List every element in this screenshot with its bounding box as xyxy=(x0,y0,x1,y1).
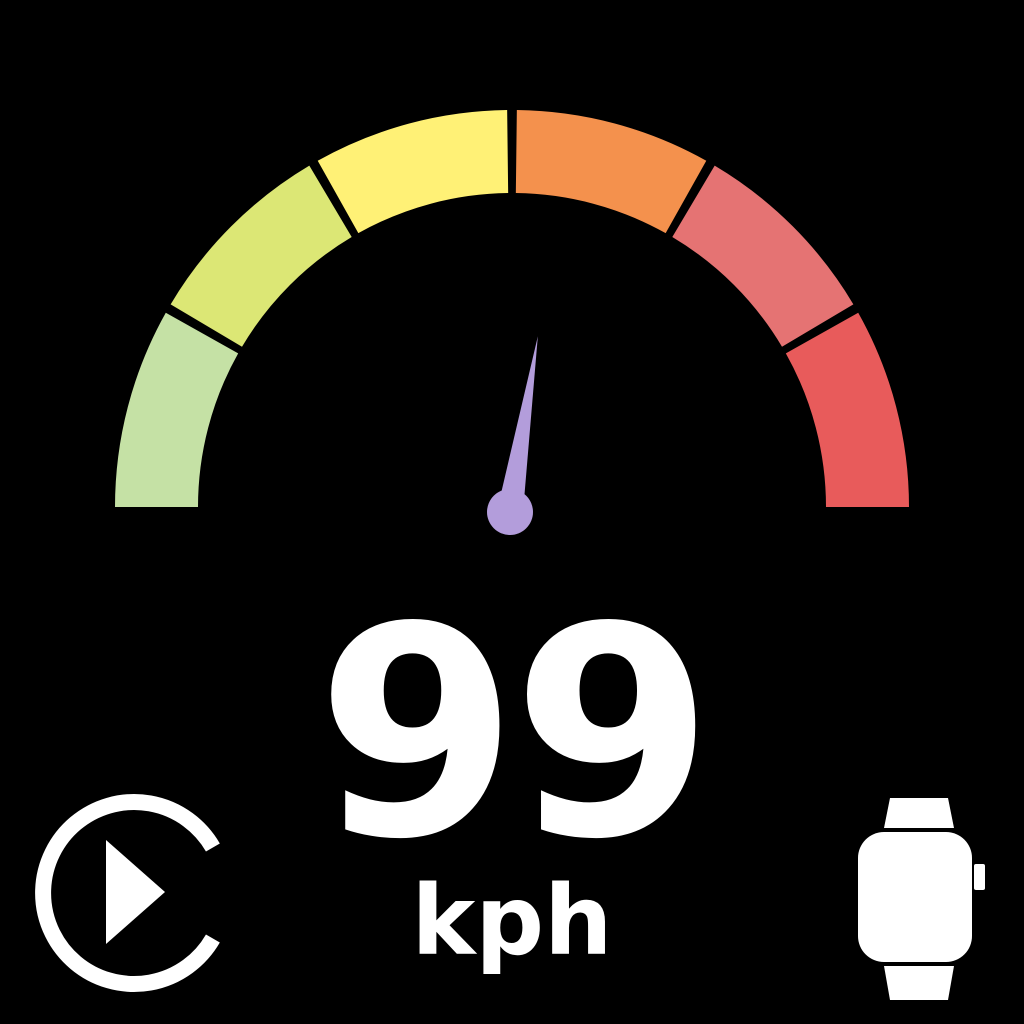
gauge-segment xyxy=(515,110,707,234)
gauge-segment xyxy=(317,110,509,234)
replay-play-icon xyxy=(35,794,220,992)
gauge-segment xyxy=(785,312,909,507)
needle-hub xyxy=(487,489,533,535)
replay-button[interactable] xyxy=(20,792,230,1002)
gauge-segment xyxy=(672,165,854,347)
smartwatch-button[interactable] xyxy=(846,792,996,1010)
gauge-segments xyxy=(115,110,909,507)
gauge-segment xyxy=(115,312,239,507)
speed-unit-label: kph xyxy=(411,865,613,977)
needle-pointer xyxy=(497,336,538,515)
speed-value: 99 xyxy=(316,566,714,903)
gauge-needle xyxy=(487,336,538,535)
gauge-segment xyxy=(170,165,352,347)
smartwatch-icon xyxy=(858,798,985,1000)
